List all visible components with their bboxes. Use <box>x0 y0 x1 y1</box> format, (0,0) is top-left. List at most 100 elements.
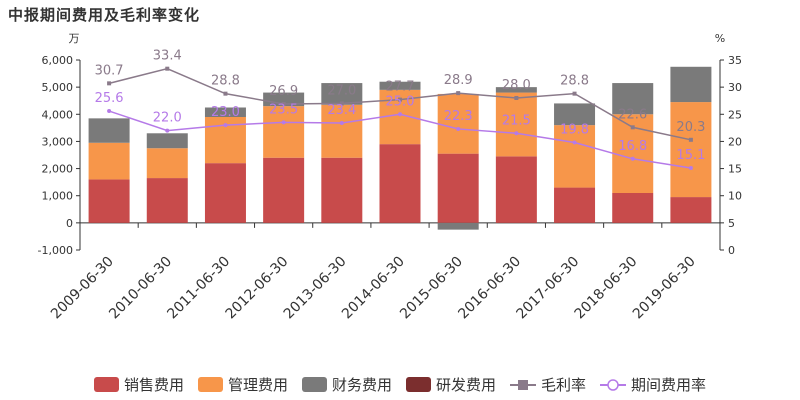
data-label-毛利率: 26.9 <box>269 84 298 99</box>
data-label-毛利率: 28.8 <box>211 74 240 89</box>
bar-销售费用 <box>379 144 421 223</box>
data-label-毛利率: 28.0 <box>502 78 531 93</box>
point-期间费用率 <box>398 112 402 117</box>
data-label-毛利率: 20.3 <box>676 120 705 135</box>
data-label-期间费用率: 21.5 <box>502 113 531 128</box>
data-label-期间费用率: 23.4 <box>327 103 356 118</box>
bar-管理费用 <box>495 92 537 157</box>
bar-财务费用 <box>204 107 246 117</box>
legend-label: 研发费用 <box>436 376 497 394</box>
data-label-毛利率: 30.7 <box>95 63 124 78</box>
data-label-期间费用率: 16.8 <box>618 139 647 154</box>
bar-管理费用 <box>88 142 130 180</box>
legend-item[interactable]: 期间费用率 <box>600 374 706 395</box>
point-期间费用率 <box>456 126 461 131</box>
legend-item[interactable]: 管理费用 <box>197 374 288 395</box>
point-毛利率 <box>107 81 112 86</box>
legend-item[interactable]: 毛利率 <box>510 374 586 395</box>
y-right-tick-label: 10 <box>728 190 742 203</box>
point-毛利率 <box>688 137 693 142</box>
bar-销售费用 <box>495 156 537 223</box>
bar-销售费用 <box>88 179 130 223</box>
left-axis-unit: 万 <box>69 32 80 45</box>
point-毛利率 <box>223 91 228 96</box>
legend-swatch <box>406 377 431 392</box>
legend-swatch <box>600 378 627 391</box>
y-right-tick-label: 25 <box>728 108 742 121</box>
bar-销售费用 <box>437 153 479 223</box>
legend-item[interactable]: 财务费用 <box>301 374 392 395</box>
bar-销售费用 <box>321 157 363 223</box>
data-label-毛利率: 22.6 <box>618 107 647 122</box>
bar-财务费用 <box>88 118 130 143</box>
y-left-tick-label: 3,000 <box>42 135 74 148</box>
data-label-毛利率: 28.8 <box>560 74 589 89</box>
data-label-毛利率: 28.9 <box>444 73 473 88</box>
y-right-tick-label: 0 <box>728 244 735 257</box>
point-期间费用率 <box>281 120 286 125</box>
point-期间费用率 <box>688 166 693 171</box>
legend-label: 销售费用 <box>123 376 184 394</box>
data-label-期间费用率: 25.6 <box>95 91 124 106</box>
legend-item[interactable]: 销售费用 <box>93 374 184 395</box>
data-label-毛利率: 27.0 <box>327 83 356 98</box>
point-毛利率 <box>514 96 519 100</box>
bar-销售费用 <box>612 193 654 223</box>
y-right-tick-label: 20 <box>728 135 742 148</box>
point-毛利率 <box>165 66 170 71</box>
legend-label: 毛利率 <box>541 376 587 394</box>
data-label-期间费用率: 19.8 <box>560 123 589 138</box>
y-left-tick-label: 4,000 <box>42 108 74 121</box>
legend-label: 财务费用 <box>331 376 392 394</box>
legend-item[interactable]: 研发费用 <box>406 374 496 395</box>
bar-财务费用 <box>437 222 479 230</box>
legend-swatch <box>197 377 223 392</box>
legend-label: 期间费用率 <box>631 376 707 394</box>
y-left-tick-label: 0 <box>66 217 73 230</box>
legend-swatch <box>301 377 327 392</box>
bar-财务费用 <box>612 83 654 115</box>
bar-销售费用 <box>204 163 246 223</box>
bar-财务费用 <box>379 81 421 90</box>
data-label-期间费用率: 22.0 <box>153 111 182 126</box>
right-axis-unit: % <box>715 32 725 45</box>
data-label-期间费用率: 23.5 <box>269 102 298 117</box>
bar-管理费用 <box>670 102 712 198</box>
bar-财务费用 <box>495 87 537 93</box>
bar-管理费用 <box>554 125 596 188</box>
y-right-tick-label: 15 <box>728 163 742 176</box>
point-毛利率 <box>281 101 286 106</box>
y-left-tick-label: 2,000 <box>42 163 74 176</box>
y-left-tick-label: 5,000 <box>42 81 74 94</box>
y-right-tick-label: 30 <box>728 81 742 94</box>
bar-管理费用 <box>321 104 363 158</box>
bar-销售费用 <box>554 187 596 223</box>
bar-管理费用 <box>263 106 305 158</box>
data-label-毛利率: 27.7 <box>386 80 415 95</box>
point-毛利率 <box>630 125 635 130</box>
bar-销售费用 <box>670 197 712 223</box>
point-期间费用率 <box>223 123 228 128</box>
legend: 销售费用 管理费用 财务费用 研发费用 毛利率 期间费用率 <box>0 374 800 395</box>
point-毛利率 <box>456 91 461 96</box>
bar-销售费用 <box>146 178 188 223</box>
y-right-tick-label: 35 <box>728 54 742 67</box>
point-期间费用率 <box>572 140 577 145</box>
y-left-tick-label: 6,000 <box>42 54 74 67</box>
chart: -1,000 0 1,000 2,000 3,000 4,000 5,000 6,000 0 5 1… <box>38 32 742 322</box>
data-label-毛利率: 33.4 <box>153 49 182 64</box>
bar-财务费用 <box>146 133 188 149</box>
data-label-期间费用率: 22.3 <box>444 109 473 124</box>
bar-财务费用 <box>321 83 363 105</box>
legend-swatch <box>510 379 537 390</box>
chart-title: 中报期间费用及毛利率变化 <box>8 6 201 24</box>
legend-label: 管理费用 <box>227 376 288 394</box>
y-left-tick-label: 1,000 <box>42 190 74 203</box>
point-期间费用率 <box>165 128 170 133</box>
bar-管理费用 <box>437 93 479 154</box>
point-期间费用率 <box>339 120 344 125</box>
bar-管理费用 <box>146 148 188 179</box>
point-期间费用率 <box>630 156 635 161</box>
data-label-期间费用率: 25.0 <box>386 94 415 109</box>
legend-swatch <box>93 377 119 392</box>
